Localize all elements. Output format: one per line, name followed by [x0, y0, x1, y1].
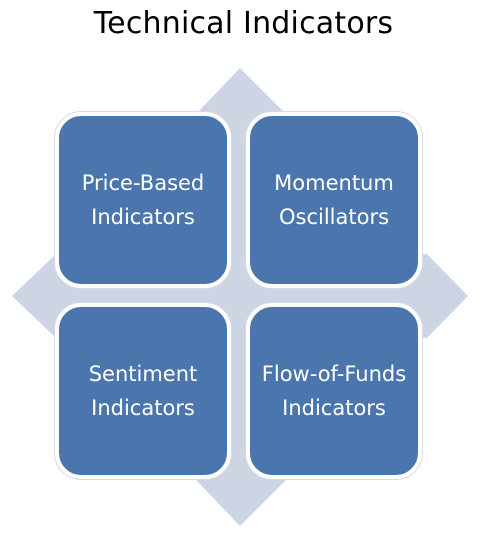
quadrant-flow-of-funds-indicators: Flow-of-Funds Indicators: [246, 303, 422, 479]
quadrant-label-line: Indicators: [91, 205, 195, 229]
diagram-title: Technical Indicators: [93, 6, 394, 41]
quadrant-label: Sentiment Indicators: [63, 357, 223, 425]
quadrant-label-line: Indicators: [91, 396, 195, 420]
quadrant-label-line: Indicators: [282, 396, 386, 420]
quadrant-momentum-oscillators: Momentum Oscillators: [246, 112, 422, 288]
quadrant-label-line: Momentum: [274, 171, 394, 195]
quadrant-label-line: Sentiment: [88, 362, 198, 386]
quadrant-sentiment-indicators: Sentiment Indicators: [55, 303, 231, 479]
quadrant-label-line: Price-Based: [81, 171, 205, 195]
quadrant-label-line: Oscillators: [278, 205, 390, 229]
quadrant-label: Price-Based Indicators: [63, 166, 223, 234]
quadrant-price-based-indicators: Price-Based Indicators: [55, 112, 231, 288]
quadrant-label: Flow-of-Funds Indicators: [254, 357, 414, 425]
quadrant-label-line: Flow-of-Funds: [261, 362, 407, 386]
quadrant-label: Momentum Oscillators: [254, 166, 414, 234]
four-way-arrow-shape: [12, 68, 468, 526]
